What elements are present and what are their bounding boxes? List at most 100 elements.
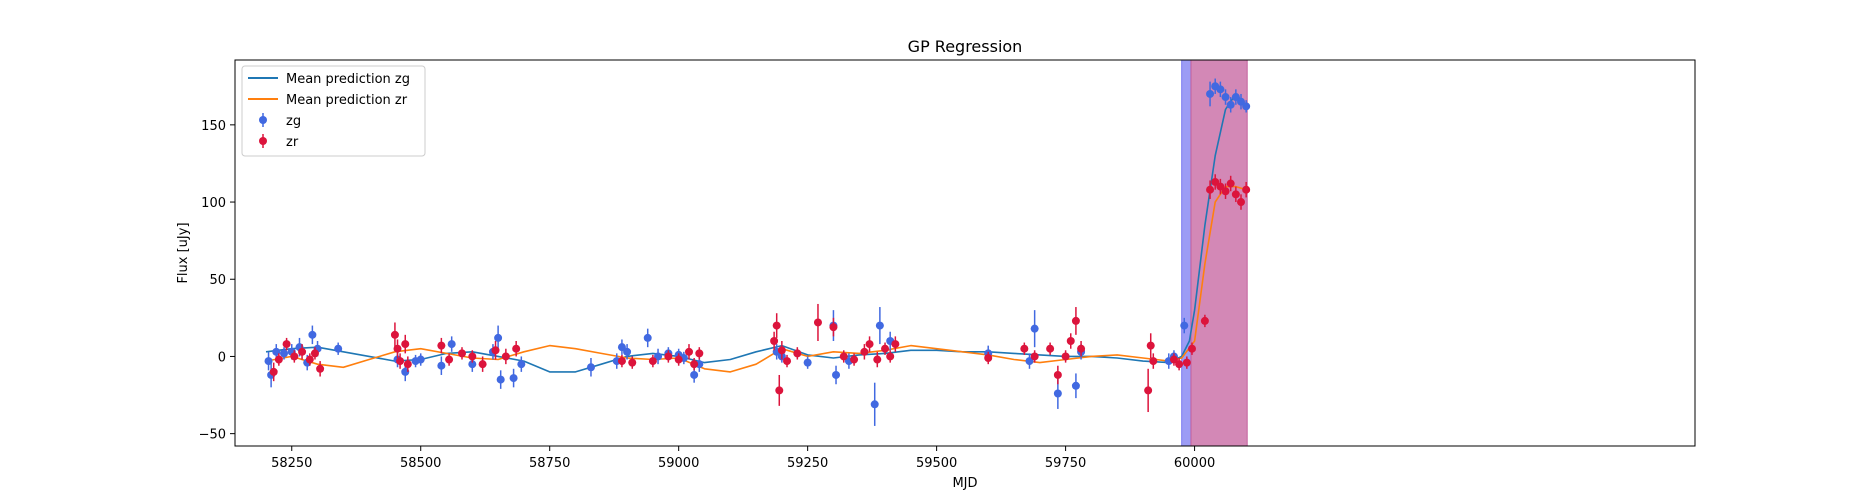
- data-point-zr: [1020, 344, 1029, 353]
- y-tick-label: 50: [209, 273, 226, 288]
- data-point-zr: [783, 357, 792, 366]
- data-point-zg: [447, 340, 456, 349]
- data-point-zg: [617, 343, 626, 352]
- data-point-zr: [437, 341, 446, 350]
- data-point-zg: [280, 349, 289, 358]
- data-point-zr: [881, 344, 890, 353]
- data-point-zr: [648, 357, 657, 366]
- data-point-zr: [829, 323, 838, 332]
- data-point-zr: [305, 355, 314, 364]
- data-point-zg: [1206, 89, 1215, 98]
- data-point-zr: [873, 355, 882, 364]
- x-tick-label: 59250: [787, 456, 828, 471]
- y-axis-label: Flux [uJy]: [176, 222, 191, 283]
- data-point-zr: [491, 346, 500, 355]
- data-point-zg: [334, 344, 343, 353]
- x-tick-label: 59000: [658, 456, 699, 471]
- data-point-zr: [772, 321, 781, 330]
- data-point-zg: [1071, 381, 1080, 390]
- data-point-zr: [290, 352, 299, 361]
- legend-label: Mean prediction zr: [286, 93, 408, 108]
- data-point-zg: [643, 333, 652, 342]
- data-point-zr: [468, 352, 477, 361]
- data-point-zr: [1146, 341, 1155, 350]
- x-tick-label: 58500: [400, 456, 441, 471]
- data-point-zr: [269, 367, 278, 376]
- data-point-zr: [865, 340, 874, 349]
- data-point-zr: [274, 355, 283, 364]
- x-tick-label: 60000: [1174, 456, 1215, 471]
- data-point-zr: [445, 355, 454, 364]
- data-point-zr: [310, 349, 319, 358]
- data-point-zg: [1231, 93, 1240, 102]
- legend: Mean prediction zg Mean prediction zr zg zr: [241, 65, 426, 157]
- data-point-zg: [494, 333, 503, 342]
- data-point-zr: [393, 344, 402, 353]
- legend-label: zg: [286, 114, 301, 129]
- data-point-zg: [496, 375, 505, 384]
- data-point-zg: [1242, 102, 1251, 111]
- data-point-zr: [850, 355, 859, 364]
- data-point-zr: [1030, 352, 1039, 361]
- data-point-zr: [1221, 187, 1230, 196]
- data-point-zr: [1053, 370, 1062, 379]
- data-point-zr: [1046, 344, 1055, 353]
- data-point-zr: [984, 353, 993, 362]
- data-point-zr: [1226, 179, 1235, 188]
- data-point-zg: [416, 355, 425, 364]
- data-point-zr: [628, 358, 637, 367]
- data-point-zg: [437, 361, 446, 370]
- x-axis-ticks: 58250 58500 58750 59000 59250 59500 59750 60000: [271, 446, 1215, 471]
- data-point-zr: [403, 360, 412, 369]
- chart-title: GP Regression: [908, 37, 1023, 56]
- data-point-zg: [875, 321, 884, 330]
- data-point-zg: [517, 360, 526, 369]
- data-point-zr: [1077, 344, 1086, 353]
- x-tick-label: 59500: [916, 456, 957, 471]
- data-point-zr: [886, 352, 895, 361]
- data-point-zg: [308, 330, 317, 339]
- shaded-regions: [1181, 59, 1248, 447]
- data-point-zr: [1149, 357, 1158, 366]
- data-point-zg: [623, 347, 632, 356]
- legend-swatch-marker: [259, 116, 267, 124]
- data-point-zg: [870, 400, 879, 409]
- data-point-zr: [674, 355, 683, 364]
- data-point-zr: [282, 340, 291, 349]
- data-point-zg: [586, 363, 595, 372]
- data-point-zr: [1237, 198, 1246, 207]
- data-point-zr: [1187, 344, 1196, 353]
- data-point-zr: [1206, 185, 1215, 194]
- x-tick-label: 59750: [1045, 456, 1086, 471]
- y-tick-label: 150: [201, 119, 226, 134]
- data-point-zr: [690, 360, 699, 369]
- x-tick-label: 58750: [529, 456, 570, 471]
- data-point-zr: [298, 347, 307, 356]
- x-axis-label: MJD: [952, 476, 977, 491]
- data-point-zr: [813, 318, 822, 327]
- data-point-zr: [793, 349, 802, 358]
- y-tick-label: −50: [199, 428, 226, 443]
- data-point-zr: [1242, 185, 1251, 194]
- data-point-zr: [1216, 182, 1225, 191]
- data-point-zg: [1216, 85, 1225, 94]
- data-point-zg: [468, 360, 477, 369]
- data-point-zg: [1030, 324, 1039, 333]
- legend-label: zr: [286, 135, 299, 150]
- data-point-zr: [891, 340, 900, 349]
- x-tick-label: 58250: [271, 456, 312, 471]
- data-point-zr: [401, 340, 410, 349]
- data-point-zg: [1025, 357, 1034, 366]
- data-point-zr: [316, 364, 325, 373]
- data-point-zr: [695, 349, 704, 358]
- data-point-zg: [1237, 97, 1246, 106]
- data-point-zr: [839, 352, 848, 361]
- data-point-zr: [770, 337, 779, 346]
- data-point-zr: [617, 357, 626, 366]
- data-point-zr: [1200, 316, 1209, 325]
- y-tick-label: 100: [201, 196, 226, 211]
- data-point-zr: [1211, 177, 1220, 186]
- series-line-0: [265, 93, 1247, 373]
- data-point-zr: [457, 349, 466, 358]
- y-axis-ticks: −50 0 50 100 150: [199, 119, 235, 443]
